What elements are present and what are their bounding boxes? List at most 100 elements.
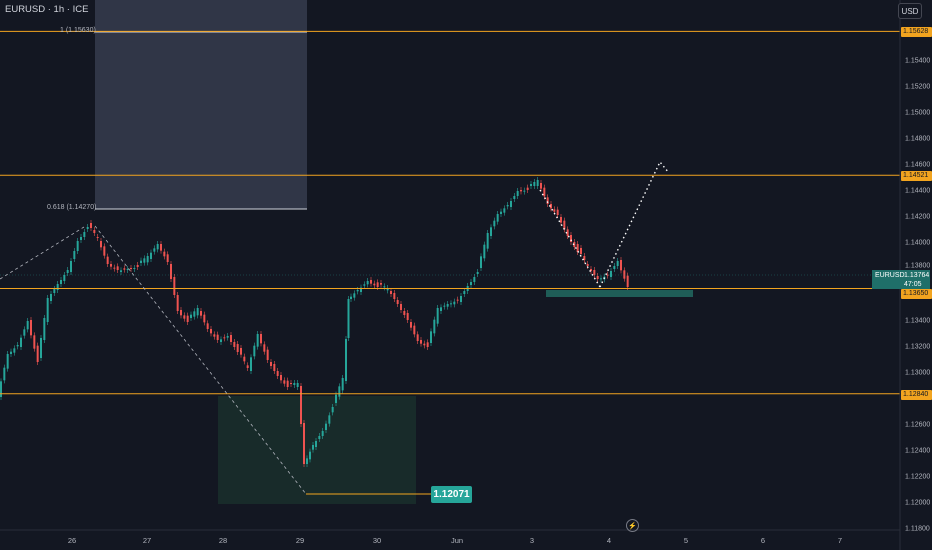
candle-body [530, 184, 532, 186]
candle-body [120, 270, 122, 272]
candle-body [43, 318, 46, 340]
candle-body [606, 274, 609, 276]
time-tick: 4 [606, 536, 612, 545]
candlestick-series [0, 177, 629, 467]
candle-body [433, 319, 436, 334]
candle-body [220, 339, 222, 342]
candle-body [383, 286, 386, 288]
candle-body [616, 261, 619, 266]
candle-body [50, 294, 52, 301]
price-tick: 1.14400 [905, 187, 931, 195]
candle-body [83, 232, 86, 237]
candle-body [296, 383, 299, 387]
candle-body [280, 375, 282, 381]
price-tick: 1.13000 [905, 369, 931, 377]
candle-body [376, 282, 379, 287]
candle-body [40, 338, 42, 358]
candle-body [416, 334, 419, 341]
candle-body [596, 276, 599, 279]
candle-body [610, 271, 612, 277]
candle-body [436, 308, 439, 324]
candle-body [70, 261, 72, 272]
support-zone [546, 290, 693, 297]
candle-body [13, 348, 16, 353]
candle-body [350, 296, 352, 299]
candle-body [270, 362, 272, 366]
candle-body [290, 383, 292, 384]
time-tick: 3 [529, 536, 535, 545]
price-tick: 1.13200 [905, 343, 931, 351]
candle-body [510, 201, 512, 207]
candle-body [623, 270, 626, 279]
projection-path-down [539, 189, 601, 288]
candle-body [536, 180, 539, 186]
candle-body [390, 291, 392, 294]
candle-body [338, 386, 341, 397]
candle-body [20, 337, 22, 347]
candle-body [312, 445, 314, 450]
candle-body [243, 356, 246, 362]
time-tick: 26 [67, 536, 77, 545]
candle-body [406, 313, 409, 320]
candle-body [366, 281, 369, 285]
candle-body [226, 336, 229, 338]
time-tick: 28 [218, 536, 228, 545]
candle-body [380, 283, 382, 285]
candle-body [353, 293, 356, 298]
candle-body [266, 349, 269, 360]
candle-body [176, 295, 179, 311]
candle-body [223, 337, 226, 339]
candle-body [443, 305, 446, 307]
time-tick: 27 [142, 536, 152, 545]
candle-body [93, 230, 96, 233]
projection-path-up [599, 160, 670, 288]
price-tick: 1.15000 [905, 109, 931, 117]
candle-body [341, 378, 344, 391]
candle-body [520, 190, 522, 192]
fib-label-0618: 0.618 (1.14270) [47, 204, 97, 211]
candle-body [163, 251, 166, 257]
candle-body [456, 299, 459, 301]
candle-body [356, 290, 359, 292]
candle-body [153, 248, 156, 252]
candle-body [236, 344, 239, 352]
price-tick: 1.13800 [905, 262, 931, 270]
candle-body [363, 284, 366, 286]
candle-body [203, 314, 206, 323]
candle-body [146, 256, 149, 263]
candle-body [16, 345, 19, 347]
candle-body [580, 248, 582, 254]
candle-body [620, 260, 622, 271]
currency-button[interactable]: USD [898, 3, 922, 19]
candle-body [503, 208, 506, 213]
candle-body [506, 205, 509, 207]
candle-body [590, 269, 592, 271]
candle-body [570, 235, 572, 242]
time-tick: 5 [683, 536, 689, 545]
candle-body [583, 256, 586, 260]
price-tick: 1.12400 [905, 447, 931, 455]
price-tick: 1.14000 [905, 239, 931, 247]
candle-body [373, 283, 376, 286]
candle-body [626, 275, 629, 287]
candle-body [309, 451, 311, 460]
candle-body [453, 301, 456, 305]
candle-body [143, 258, 146, 263]
symbol-title[interactable]: EURUSD · 1h · ICE [5, 4, 89, 15]
price-tick: 1.12600 [905, 421, 931, 429]
candle-body [173, 277, 176, 295]
level-tag-4: 1.12840 [901, 390, 932, 400]
candle-body [56, 284, 59, 290]
candle-body [470, 282, 472, 285]
demand-zone [218, 396, 416, 504]
lightning-icon[interactable]: ⚡ [626, 519, 639, 532]
candle-body [360, 287, 362, 292]
candle-body [533, 182, 536, 186]
candle-body [166, 254, 169, 262]
candle-body [36, 345, 39, 362]
price-tick: 1.11800 [905, 525, 930, 533]
time-tick: 7 [837, 536, 843, 545]
candle-body [513, 196, 516, 199]
horizontal-levels [0, 30, 900, 395]
